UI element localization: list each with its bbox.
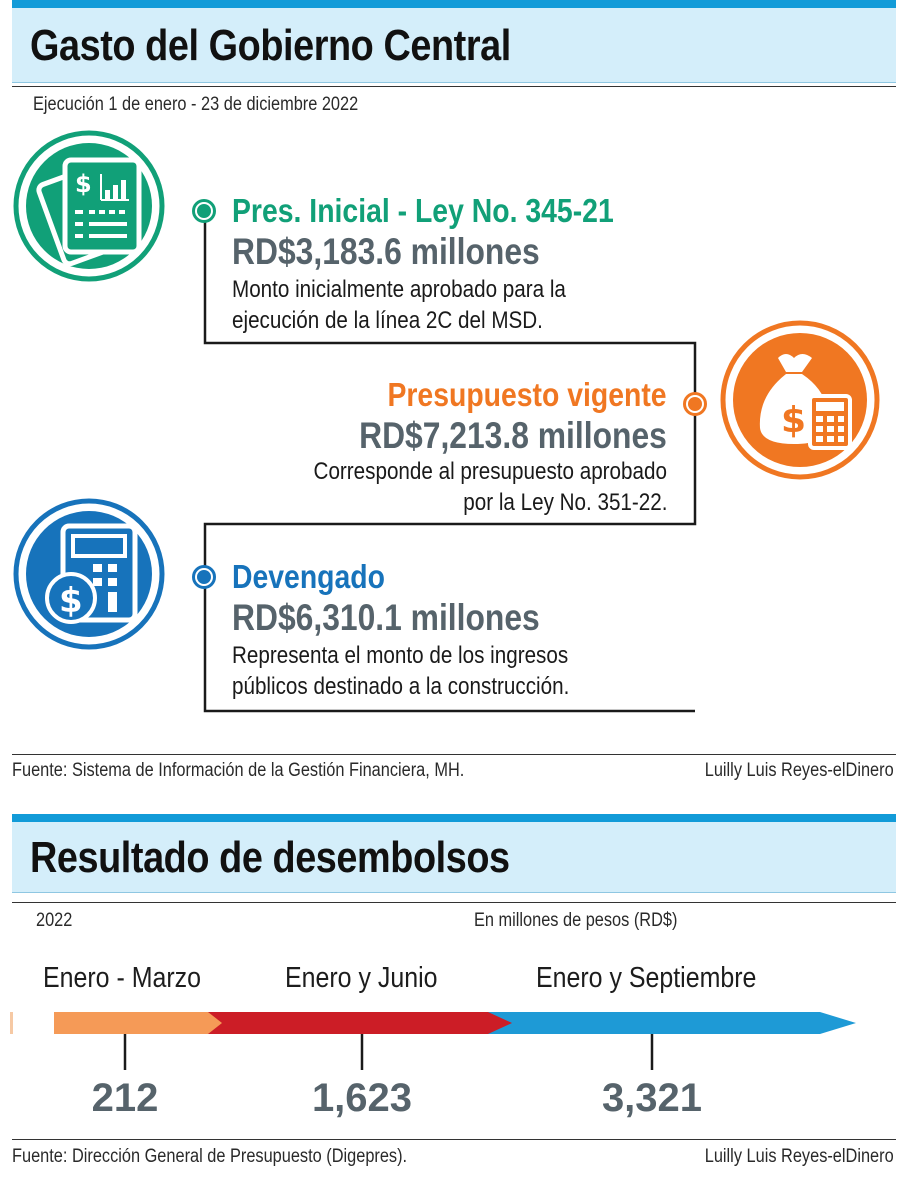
item-desc-2b: por la Ley No. 351-22. [462, 489, 667, 516]
segment-2 [200, 1012, 512, 1034]
item-desc-1b: ejecución de la línea 2C del MSD. [232, 307, 543, 334]
svg-text:$: $ [781, 400, 806, 441]
units-label: En millones de pesos (RD$) [474, 910, 678, 931]
item-desc-3b: públicos destinado a la construcción. [232, 673, 570, 700]
document-chart-icon: $ [13, 130, 165, 282]
period-value-2: 1,623 [311, 1076, 413, 1120]
segment-3 [460, 1012, 856, 1034]
item-amount-2: RD$7,213.8 millones [359, 415, 667, 456]
credit-2: Luilly Luis Reyes-elDinero [705, 1146, 894, 1167]
source-2: Fuente: Dirección General de Presupuesto… [12, 1146, 408, 1167]
page-title: Gasto del Gobierno Central [30, 21, 511, 70]
timeline-dot-1 [192, 199, 216, 223]
title-bar-accent [12, 0, 896, 8]
divider [12, 1139, 896, 1140]
item-heading-2: Presupuesto vigente [387, 376, 667, 413]
item-heading-3: Devengado [232, 558, 385, 595]
subtitle: Ejecución 1 de enero - 23 de diciembre 2… [33, 94, 359, 115]
item-desc-3a: Representa el monto de los ingresos [232, 642, 569, 669]
period-label-3: Enero y Septiembre [536, 962, 757, 994]
item-desc-1a: Monto inicialmente aprobado para la [232, 276, 566, 303]
source-1: Fuente: Sistema de Información de la Ges… [12, 760, 465, 781]
timeline-dot-3 [192, 565, 216, 589]
period-value-1: 212 [91, 1076, 159, 1120]
credit-1: Luilly Luis Reyes-elDinero [705, 760, 894, 781]
svg-text:$: $ [75, 170, 92, 198]
period-label-1: Enero - Marzo [43, 962, 202, 994]
period-label-2: Enero y Junio [285, 962, 438, 994]
money-bag-calculator-icon: $ [720, 320, 880, 480]
divider [12, 754, 896, 755]
item-heading-1: Pres. Inicial - Ley No. 345-21 [232, 192, 614, 229]
divider [12, 86, 896, 87]
year-label: 2022 [36, 910, 73, 931]
item-amount-1: RD$3,183.6 millones [232, 231, 540, 272]
item-amount-3: RD$6,310.1 millones [232, 597, 540, 638]
calculator-coin-icon: $ [13, 498, 165, 650]
timeline-dot-2 [683, 392, 707, 416]
section-title-2: Resultado de desembolsos [30, 833, 510, 882]
title-band: Resultado de desembolsos [12, 822, 896, 893]
timeline-connector [203, 220, 697, 713]
disbursement-timeline [10, 1012, 856, 1070]
title-band: Gasto del Gobierno Central [12, 8, 896, 83]
svg-text:$: $ [59, 581, 83, 621]
item-desc-2a: Corresponde al presupuesto aprobado [313, 458, 667, 485]
period-value-3: 3,321 [601, 1076, 703, 1120]
title-bar-accent [12, 814, 896, 822]
divider [12, 902, 896, 903]
segment-1 [54, 1012, 222, 1034]
